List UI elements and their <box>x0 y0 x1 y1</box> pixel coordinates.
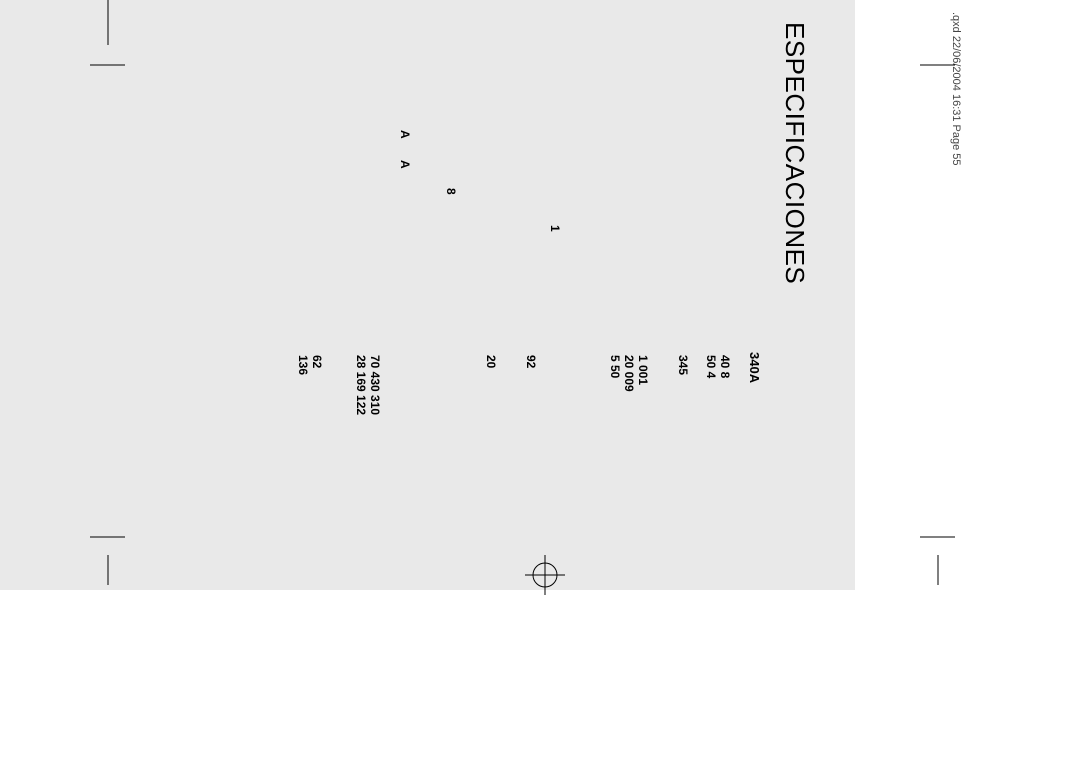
column-header-model: 340A <box>747 352 762 383</box>
spec-row: 70 430 310 <box>368 355 382 415</box>
spec-row: 92 <box>524 355 538 368</box>
page-background <box>0 0 855 590</box>
spec-row: 62 <box>310 355 324 368</box>
spec-row: 28 169 122 <box>354 355 368 415</box>
spec-row: 136 <box>296 355 310 375</box>
spec-row: 50 4 <box>704 355 718 378</box>
spec-row: 1 001 <box>636 355 650 385</box>
spec-row: A <box>398 130 412 139</box>
cropmark-br <box>920 525 960 585</box>
file-path-line: .qxd 22/06/2004 16:31 Page 55 <box>950 12 962 166</box>
spec-row: 345 <box>676 355 690 375</box>
page-title: ESPECIFICACIONES <box>779 22 810 284</box>
spec-row: A <box>398 160 412 169</box>
spec-row: 20 009 <box>622 355 636 392</box>
cropmark-bl <box>90 525 130 585</box>
spec-row: 8 <box>444 188 458 195</box>
spec-row: 1 <box>548 225 562 232</box>
cropmark-tr <box>920 45 960 85</box>
cropmark-tl <box>90 0 130 80</box>
registration-target-icon <box>525 555 565 595</box>
spec-row: 40 8 <box>718 355 732 378</box>
spec-row: 20 <box>484 355 498 368</box>
spec-row: 5 50 <box>608 355 622 378</box>
